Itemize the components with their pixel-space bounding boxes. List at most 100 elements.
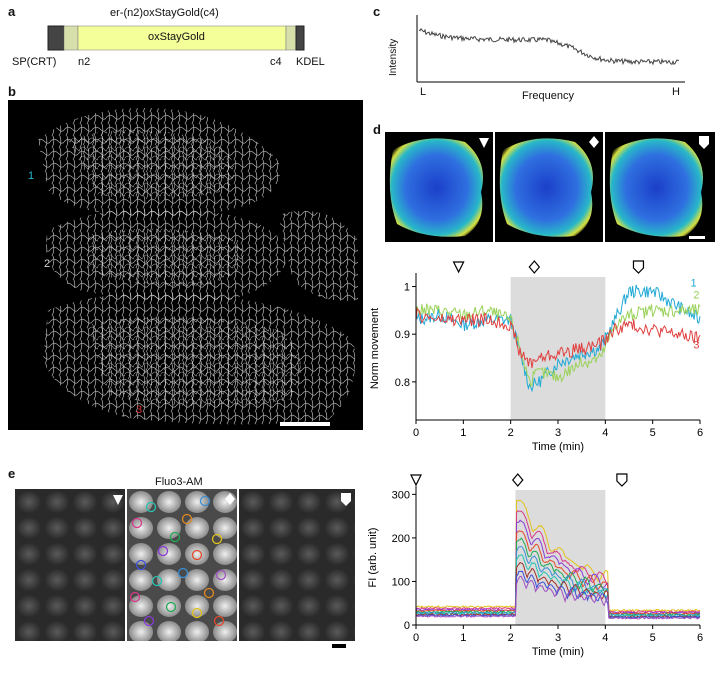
roi-circle <box>143 615 155 627</box>
series-line-10 <box>415 575 701 620</box>
y-tick-label: 1 <box>404 282 410 294</box>
construct-diagram <box>47 25 305 51</box>
y-axis-label: FI (arb. unit) <box>367 528 379 588</box>
heatmap-strip <box>385 132 715 242</box>
er-network-image <box>8 100 363 430</box>
roi-circle <box>135 559 147 571</box>
series-label-3: 3 <box>693 340 699 352</box>
spectrum-xlabel: Frequency <box>522 90 574 102</box>
pentagon-marker-icon <box>699 136 709 149</box>
roi-circle <box>199 495 211 507</box>
roi-circle <box>145 501 157 513</box>
x-tick-label: 2 <box>508 427 514 439</box>
x-tick-label: 1 <box>460 427 466 439</box>
roi-circle <box>151 575 163 587</box>
cell-label-3: 3 <box>136 404 143 416</box>
cell-label-2: 2 <box>44 258 51 270</box>
sp-cap <box>47 25 65 51</box>
oxstaygold-domain <box>77 25 287 51</box>
sp-label: SP(CRT) <box>12 56 57 68</box>
series-line-1 <box>415 499 701 613</box>
x-tick-label: 5 <box>650 632 656 644</box>
fluo-title: Fluo3-AM <box>155 476 203 488</box>
fluo-drawing <box>15 489 355 641</box>
n-linker <box>63 25 79 51</box>
x-tick-label: 6 <box>697 427 703 439</box>
y-tick-label: 200 <box>392 533 410 545</box>
x-tick-label: 4 <box>602 632 608 644</box>
fluo-frame-1 <box>15 489 125 641</box>
y-tick-label: 0 <box>404 620 410 632</box>
heatmap-scale-bar <box>689 236 705 239</box>
y-tick-label: 0.8 <box>395 377 410 389</box>
spectrum-ylabel: Intensity <box>388 38 399 76</box>
y-tick-label: 0.9 <box>395 329 410 341</box>
series-label-2: 2 <box>693 289 699 301</box>
x-tick-label: 2 <box>508 632 514 644</box>
series-line-2 <box>415 303 701 388</box>
roi-circle <box>181 513 193 525</box>
pentagon-marker-icon <box>632 260 645 274</box>
fluo-frame-2 <box>127 489 237 641</box>
x-axis-label: Time (min) <box>532 646 584 658</box>
roi-circles <box>129 495 227 627</box>
fluo-frame-3 <box>239 489 355 641</box>
heatmap-drawing <box>385 132 709 242</box>
panel-label-d: d <box>373 122 381 137</box>
pentagon-marker-icon <box>616 473 628 487</box>
diamond-marker-icon <box>225 493 235 505</box>
roi-circle <box>191 549 203 561</box>
panel-label-e: e <box>8 466 16 481</box>
series-line-7 <box>415 554 701 618</box>
x-tick-label: 5 <box>650 427 656 439</box>
roi-circle <box>165 601 177 613</box>
heatmap-frame-1 <box>385 132 493 242</box>
roi-circle <box>177 567 189 579</box>
series-line-3 <box>415 519 701 615</box>
x-tick-label: 0 <box>413 632 419 644</box>
triangle-marker-icon <box>479 138 489 148</box>
triangle-marker-icon <box>410 474 422 487</box>
y-tick-label: 100 <box>392 576 410 588</box>
er-network-drawing <box>38 108 358 426</box>
x-tick-label: 1 <box>460 632 466 644</box>
fluo-image-strip <box>15 489 355 641</box>
c-label: c4 <box>270 56 282 68</box>
x-tick-label: 6 <box>697 632 703 644</box>
spectrum-plot <box>416 15 685 83</box>
scale-bar <box>280 422 330 426</box>
spectrum-xlow: L <box>420 86 427 98</box>
heatmap-frame-3 <box>609 136 709 239</box>
x-tick-label: 0 <box>413 427 419 439</box>
pentagon-marker-icon <box>341 493 351 506</box>
stimulus-shade <box>510 277 606 420</box>
movement-chart: 0 1 2 3 4 5 60.80.91 Time (min)Norm movement12… <box>369 260 703 453</box>
x-tick-label: 3 <box>555 632 561 644</box>
roi-circle <box>169 531 181 543</box>
panel-label-b: b <box>8 84 16 99</box>
n-label: n2 <box>78 56 91 68</box>
panel-label-c: c <box>373 4 381 19</box>
diamond-marker-icon <box>528 260 541 274</box>
roi-circle <box>191 607 203 619</box>
diamond-marker-icon <box>511 473 524 487</box>
spectrum-xhigh: H <box>672 86 680 98</box>
diamond-marker-icon <box>589 136 599 148</box>
triangle-marker-icon <box>113 495 123 505</box>
cell-label-1: 1 <box>28 170 35 182</box>
series-label-1: 1 <box>691 278 697 290</box>
fluo-scale-bar <box>332 644 346 648</box>
roi-circle <box>129 591 141 603</box>
spectrum-line <box>418 27 680 66</box>
x-axis-label: Time (min) <box>532 441 584 453</box>
x-tick-label: 3 <box>555 427 561 439</box>
y-axis-label: Norm movement <box>369 308 381 389</box>
roi-circle <box>213 615 225 627</box>
roi-circle <box>215 569 227 581</box>
kdel-cap <box>295 25 305 51</box>
triangle-marker-icon <box>452 261 465 274</box>
fluorescence-chart: 0 1 2 3 4 5 6 0 100 200 300 Time (min) FI (arb. uni… <box>367 473 703 658</box>
roi-circle <box>131 517 143 529</box>
domain-label: oxStayGold <box>148 31 205 43</box>
stimulus-shade <box>515 490 606 625</box>
